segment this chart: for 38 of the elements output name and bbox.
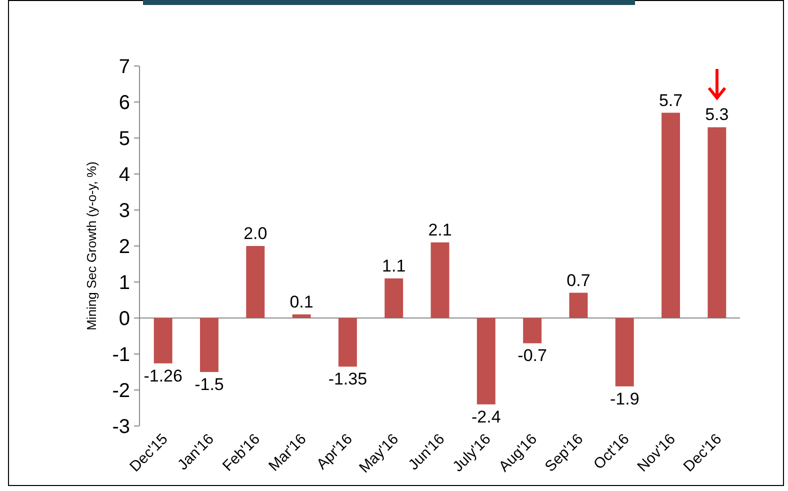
y-tick-label: 3	[118, 200, 130, 222]
data-label: 5.7	[658, 90, 683, 110]
data-label: -1.35	[328, 370, 368, 389]
data-label: 1.1	[382, 256, 406, 276]
y-tick-label: -3	[112, 416, 130, 438]
data-label: -2.4	[472, 407, 501, 426]
bar	[154, 318, 172, 364]
bar	[569, 292, 588, 318]
y-axis-title: Mining Sec Growth (y-o-y, %)	[84, 162, 100, 330]
data-label: -1.26	[144, 366, 182, 386]
bar	[430, 242, 450, 318]
bar	[662, 112, 680, 318]
data-label: 5.3	[705, 105, 729, 124]
bar	[292, 314, 311, 318]
y-tick-label: 4	[118, 164, 130, 186]
data-label: 0.7	[566, 270, 590, 290]
bar	[476, 318, 496, 404]
y-tick-label: 5	[118, 128, 130, 150]
y-tick-label: 7	[118, 56, 130, 78]
y-tick-label: 1	[118, 272, 130, 294]
y-tick-label: 6	[118, 92, 130, 114]
y-tick-label: 2	[118, 236, 130, 258]
data-label: -1.9	[610, 389, 640, 408]
data-label: 2.0	[244, 224, 268, 243]
bar	[384, 278, 404, 318]
bar	[615, 318, 634, 386]
bar	[246, 246, 265, 318]
data-label: -1.5	[194, 375, 224, 394]
data-label: 2.1	[428, 220, 452, 240]
y-tick-label: -1	[112, 344, 130, 366]
bar	[200, 318, 218, 372]
y-tick-label: -2	[112, 380, 130, 402]
data-label: 0.1	[290, 292, 314, 312]
bar	[338, 318, 357, 367]
bar	[523, 318, 542, 344]
data-label: -0.7	[518, 346, 547, 366]
bar	[708, 127, 726, 318]
y-tick-label: 0	[118, 308, 130, 330]
